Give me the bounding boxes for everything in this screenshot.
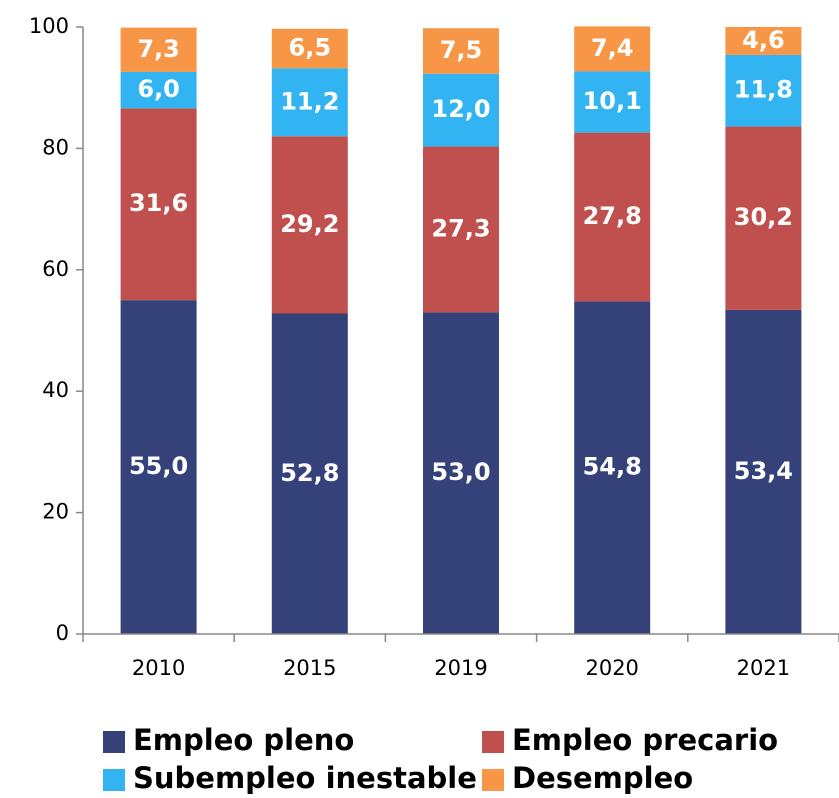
data-label: 27,3 (431, 214, 490, 242)
legend-label: Empleo pleno (133, 723, 354, 757)
x-tick-label: 2019 (434, 656, 487, 680)
bar-segment (725, 309, 802, 634)
data-label: 55,0 (129, 452, 188, 480)
bar-segment (725, 54, 802, 127)
bar-segment (120, 300, 197, 634)
legend-swatch (103, 731, 125, 753)
data-label: 53,4 (734, 457, 793, 485)
legend-label: Subempleo inestable (133, 761, 477, 795)
y-tick-label: 60 (42, 257, 69, 281)
y-tick-label: 80 (42, 135, 69, 159)
y-tick-label: 40 (42, 378, 69, 402)
bar-segment (725, 126, 802, 310)
data-label: 53,0 (431, 458, 490, 486)
x-tick-label: 2015 (283, 656, 336, 680)
legend-swatch (103, 769, 125, 791)
data-label: 52,8 (280, 459, 339, 487)
legend-swatch (482, 769, 504, 791)
data-label: 29,2 (280, 210, 339, 238)
data-label: 7,5 (440, 36, 483, 64)
data-label: 11,2 (280, 87, 339, 115)
y-tick-label: 100 (29, 14, 69, 38)
data-label: 31,6 (129, 189, 188, 217)
data-label: 7,4 (591, 34, 634, 62)
data-label: 10,1 (583, 87, 642, 115)
bar-segment (120, 27, 197, 72)
data-label: 11,8 (734, 76, 793, 104)
x-tick-label: 2010 (132, 656, 185, 680)
legend-swatch (482, 731, 504, 753)
y-tick-label: 20 (42, 500, 69, 524)
bar-segment (574, 71, 651, 133)
bar-segment (120, 108, 197, 301)
data-label: 4,6 (742, 26, 785, 54)
x-tick-label: 2021 (737, 656, 790, 680)
bar-segment (271, 313, 348, 634)
legend-label: Desempleo (512, 761, 693, 795)
bar-segment (725, 27, 802, 55)
data-label: 30,2 (734, 203, 793, 231)
data-label: 7,3 (137, 35, 180, 63)
y-tick-label: 0 (56, 621, 69, 645)
data-label: 12,0 (431, 95, 490, 123)
data-label: 54,8 (583, 453, 642, 481)
bar-segment (271, 136, 348, 314)
bar-segment (423, 146, 499, 313)
data-label: 6,0 (137, 75, 180, 103)
data-label: 6,5 (289, 34, 332, 62)
bar-segment (423, 73, 499, 147)
bar-segment (574, 301, 651, 634)
bar-segment (574, 132, 651, 302)
bar-segment (271, 28, 348, 69)
bar-segment (574, 26, 651, 72)
bar-segment (120, 71, 197, 109)
legend-label: Empleo precario (512, 723, 778, 757)
bar-segment (423, 312, 499, 634)
x-tick-label: 2020 (585, 656, 638, 680)
data-label: 27,8 (583, 202, 642, 230)
bar-segment (423, 28, 499, 74)
bar-segment (271, 68, 348, 137)
